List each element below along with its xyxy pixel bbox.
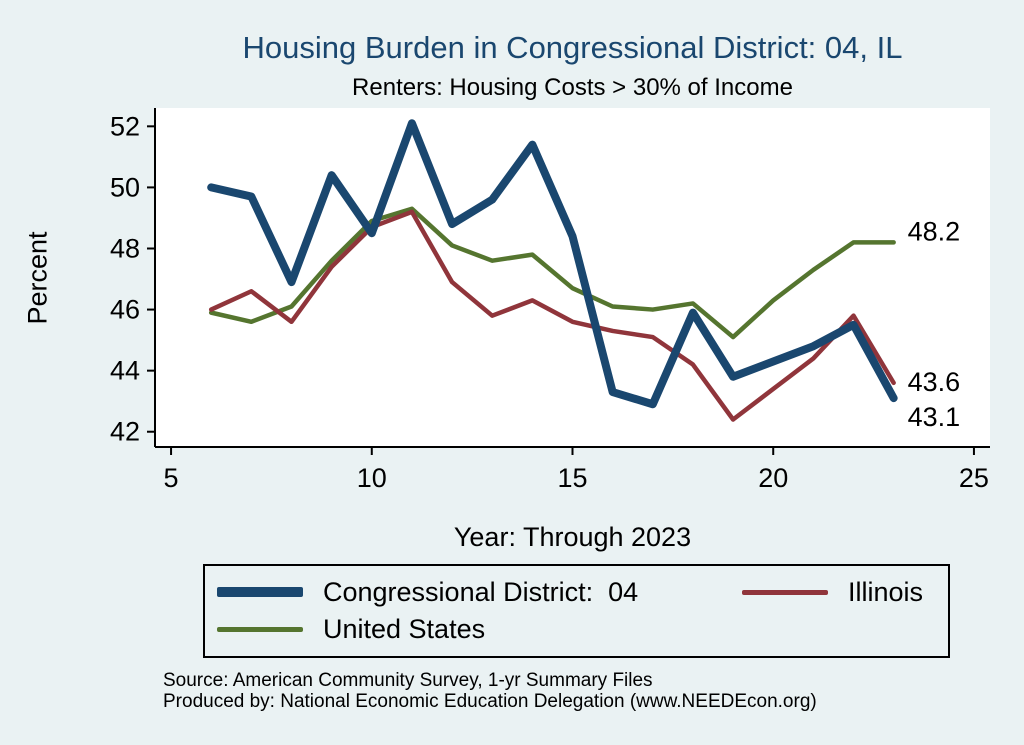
- series-line-us: [208, 206, 896, 340]
- y-tick-label: 48: [110, 233, 140, 263]
- end-value-label-cd04: 43.1: [908, 402, 961, 432]
- legend-item-us: United States: [217, 614, 742, 645]
- x-axis-label: Year: Through 2023: [453, 522, 692, 552]
- series-line-illinois: [208, 209, 896, 422]
- legend-label-cd04: Congressional District: 04: [323, 576, 639, 607]
- legend-line-sample-cd04: [217, 587, 303, 598]
- end-value-label-us: 48.2: [908, 216, 961, 246]
- legend-label-us: United States: [323, 614, 486, 645]
- legend-line-sample-us: [217, 627, 303, 633]
- produced-by-note: Produced by: National Economic Education…: [163, 691, 817, 712]
- x-tick-label: 5: [164, 463, 179, 493]
- y-tick-label: 44: [110, 356, 140, 386]
- legend: Congressional District: 04 Illinois Unit…: [203, 564, 950, 658]
- x-tick-label: 25: [959, 463, 989, 493]
- end-value-label-illinois: 43.6: [908, 367, 961, 397]
- legend-label-illinois: Illinois: [848, 576, 924, 607]
- y-tick-label: 50: [110, 172, 140, 202]
- y-tick-label: 52: [110, 111, 140, 141]
- plot-background: [155, 108, 990, 447]
- x-tick-label: 10: [357, 463, 387, 493]
- legend-item-illinois: Illinois: [742, 577, 923, 608]
- y-tick-label: 46: [110, 295, 140, 325]
- series-line-cd04: [207, 119, 898, 409]
- legend-row: Congressional District: 04 Illinois: [217, 577, 936, 608]
- y-tick-label: 42: [110, 417, 140, 447]
- legend-item-cd04: Congressional District: 04: [217, 577, 742, 608]
- source-note: Source: American Community Survey, 1-yr …: [163, 670, 653, 691]
- chart-subtitle: Renters: Housing Costs > 30% of Income: [352, 74, 793, 101]
- legend-line-sample-illinois: [742, 589, 828, 595]
- x-tick-label: 20: [758, 463, 788, 493]
- legend-row: United States: [217, 614, 936, 645]
- x-tick-label: 15: [557, 463, 587, 493]
- chart-title: Housing Burden in Congressional District…: [242, 30, 903, 65]
